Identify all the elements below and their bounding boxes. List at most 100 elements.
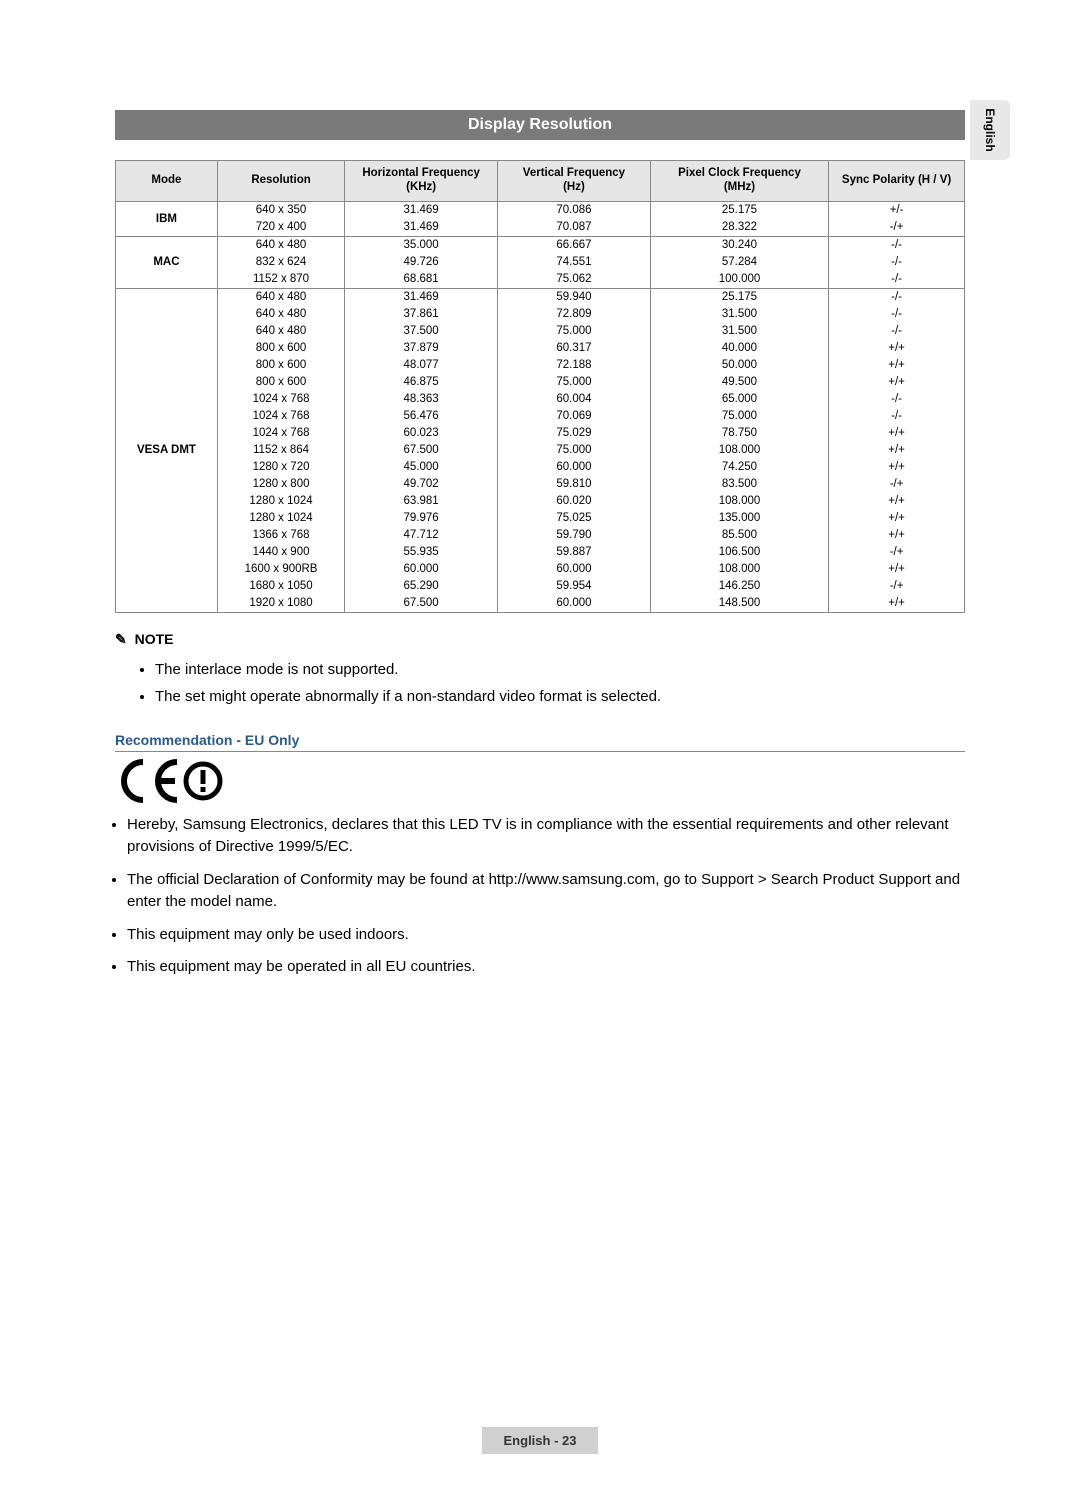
table-row: 640 x 48037.86172.80931.500-/- xyxy=(116,306,965,323)
data-cell: 1280 x 1024 xyxy=(217,510,344,527)
data-cell: 25.175 xyxy=(650,201,828,219)
data-cell: 74.551 xyxy=(498,254,651,271)
table-row: 1280 x 80049.70259.81083.500-/+ xyxy=(116,476,965,493)
recommendation-item: The official Declaration of Conformity m… xyxy=(127,869,965,914)
table-row: 1152 x 87068.68175.062100.000-/- xyxy=(116,271,965,289)
table-row: 1152 x 86467.50075.000108.000+/+ xyxy=(116,442,965,459)
recommendation-list: Hereby, Samsung Electronics, declares th… xyxy=(127,814,965,979)
data-cell: -/- xyxy=(829,236,965,254)
data-cell: 59.790 xyxy=(498,527,651,544)
data-cell: -/- xyxy=(829,288,965,306)
data-cell: 1280 x 800 xyxy=(217,476,344,493)
note-item: The set might operate abnormally if a no… xyxy=(155,683,965,710)
table-row: 1920 x 108067.50060.000148.500+/+ xyxy=(116,595,965,613)
table-row: 1024 x 76856.47670.06975.000-/- xyxy=(116,408,965,425)
table-row: 1440 x 90055.93559.887106.500-/+ xyxy=(116,544,965,561)
data-cell: 1920 x 1080 xyxy=(217,595,344,613)
data-cell: 70.087 xyxy=(498,219,651,237)
mode-cell: VESA DMT xyxy=(116,288,218,612)
column-header: Pixel Clock Frequency(MHz) xyxy=(650,161,828,202)
table-row: 1600 x 900RB60.00060.000108.000+/+ xyxy=(116,561,965,578)
recommendation-header: Recommendation - EU Only xyxy=(115,732,965,752)
data-cell: 57.284 xyxy=(650,254,828,271)
data-cell: +/+ xyxy=(829,425,965,442)
data-cell: 720 x 400 xyxy=(217,219,344,237)
table-row: 720 x 40031.46970.08728.322-/+ xyxy=(116,219,965,237)
data-cell: 108.000 xyxy=(650,493,828,510)
table-row: 640 x 48037.50075.00031.500-/- xyxy=(116,323,965,340)
table-row: 800 x 60046.87575.00049.500+/+ xyxy=(116,374,965,391)
data-cell: 83.500 xyxy=(650,476,828,493)
data-cell: 70.069 xyxy=(498,408,651,425)
table-row: 1680 x 105065.29059.954146.250-/+ xyxy=(116,578,965,595)
data-cell: 640 x 480 xyxy=(217,236,344,254)
data-cell: 1024 x 768 xyxy=(217,391,344,408)
recommendation-item: Hereby, Samsung Electronics, declares th… xyxy=(127,814,965,859)
data-cell: 59.887 xyxy=(498,544,651,561)
data-cell: 37.879 xyxy=(345,340,498,357)
table-row: 1024 x 76848.36360.00465.000-/- xyxy=(116,391,965,408)
data-cell: 50.000 xyxy=(650,357,828,374)
data-cell: 60.004 xyxy=(498,391,651,408)
data-cell: 60.020 xyxy=(498,493,651,510)
data-cell: 59.810 xyxy=(498,476,651,493)
data-cell: 31.469 xyxy=(345,201,498,219)
data-cell: 66.667 xyxy=(498,236,651,254)
data-cell: 68.681 xyxy=(345,271,498,289)
recommendation-item: This equipment may only be used indoors. xyxy=(127,924,965,947)
data-cell: 800 x 600 xyxy=(217,374,344,391)
data-cell: +/+ xyxy=(829,493,965,510)
data-cell: -/+ xyxy=(829,578,965,595)
data-cell: 40.000 xyxy=(650,340,828,357)
data-cell: 79.976 xyxy=(345,510,498,527)
data-cell: 1366 x 768 xyxy=(217,527,344,544)
data-cell: 75.000 xyxy=(498,323,651,340)
resolution-table: ModeResolutionHorizontal Frequency(KHz)V… xyxy=(115,160,965,613)
data-cell: 45.000 xyxy=(345,459,498,476)
data-cell: -/- xyxy=(829,254,965,271)
data-cell: 108.000 xyxy=(650,561,828,578)
data-cell: 75.000 xyxy=(498,442,651,459)
data-cell: +/+ xyxy=(829,442,965,459)
recommendation-header-text: Recommendation - EU Only xyxy=(115,732,299,748)
ce-mark-row xyxy=(115,758,965,804)
data-cell: 148.500 xyxy=(650,595,828,613)
data-cell: 56.476 xyxy=(345,408,498,425)
data-cell: 640 x 480 xyxy=(217,306,344,323)
data-cell: +/- xyxy=(829,201,965,219)
data-cell: 75.029 xyxy=(498,425,651,442)
data-cell: 60.000 xyxy=(498,459,651,476)
data-cell: -/- xyxy=(829,271,965,289)
data-cell: 31.469 xyxy=(345,288,498,306)
data-cell: 46.875 xyxy=(345,374,498,391)
data-cell: 800 x 600 xyxy=(217,357,344,374)
data-cell: -/+ xyxy=(829,544,965,561)
data-cell: 49.726 xyxy=(345,254,498,271)
data-cell: 67.500 xyxy=(345,595,498,613)
data-cell: 832 x 624 xyxy=(217,254,344,271)
data-cell: 60.000 xyxy=(498,561,651,578)
data-cell: 1440 x 900 xyxy=(217,544,344,561)
data-cell: 31.500 xyxy=(650,306,828,323)
data-cell: 1280 x 720 xyxy=(217,459,344,476)
table-row: 1280 x 102479.97675.025135.000+/+ xyxy=(116,510,965,527)
data-cell: 135.000 xyxy=(650,510,828,527)
data-cell: 48.077 xyxy=(345,357,498,374)
data-cell: 28.322 xyxy=(650,219,828,237)
table-row: 832 x 62449.72674.55157.284-/- xyxy=(116,254,965,271)
recommendation-item: This equipment may be operated in all EU… xyxy=(127,956,965,979)
data-cell: 47.712 xyxy=(345,527,498,544)
data-cell: +/+ xyxy=(829,459,965,476)
table-row: MAC640 x 48035.00066.66730.240-/- xyxy=(116,236,965,254)
data-cell: -/+ xyxy=(829,219,965,237)
section-title: Display Resolution xyxy=(115,110,965,140)
data-cell: 30.240 xyxy=(650,236,828,254)
data-cell: 31.469 xyxy=(345,219,498,237)
data-cell: 1600 x 900RB xyxy=(217,561,344,578)
table-row: 1024 x 76860.02375.02978.750+/+ xyxy=(116,425,965,442)
table-row: 1366 x 76847.71259.79085.500+/+ xyxy=(116,527,965,544)
data-cell: 37.861 xyxy=(345,306,498,323)
data-cell: +/+ xyxy=(829,340,965,357)
column-header: Mode xyxy=(116,161,218,202)
table-header: ModeResolutionHorizontal Frequency(KHz)V… xyxy=(116,161,965,202)
